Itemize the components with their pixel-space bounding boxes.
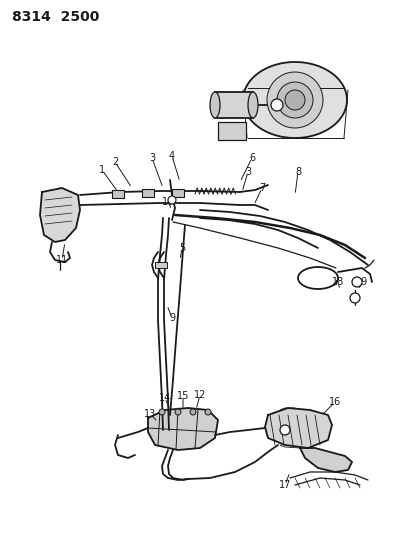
Circle shape	[350, 293, 360, 303]
Text: 12: 12	[194, 390, 206, 400]
Circle shape	[280, 425, 290, 435]
Circle shape	[267, 72, 323, 128]
Text: 5: 5	[179, 243, 185, 253]
Text: 16: 16	[329, 397, 341, 407]
Text: 15: 15	[177, 391, 189, 401]
Bar	[112, 190, 124, 198]
Text: 3: 3	[245, 167, 251, 177]
Text: 6: 6	[249, 153, 255, 163]
Text: 7: 7	[259, 183, 265, 193]
Polygon shape	[40, 188, 80, 242]
Text: 10: 10	[162, 197, 174, 207]
Text: 9: 9	[169, 313, 175, 323]
Polygon shape	[148, 408, 218, 450]
Text: 2: 2	[112, 157, 118, 167]
Circle shape	[175, 409, 181, 415]
Circle shape	[190, 409, 196, 415]
Text: 14: 14	[159, 393, 171, 403]
Bar	[218, 122, 246, 140]
Circle shape	[285, 90, 305, 110]
Text: 8314  2500: 8314 2500	[12, 10, 100, 24]
Text: 4: 4	[169, 151, 175, 161]
Circle shape	[271, 99, 283, 111]
Ellipse shape	[210, 92, 220, 118]
Text: 3: 3	[149, 153, 155, 163]
Text: 8: 8	[295, 167, 301, 177]
Bar	[142, 189, 154, 197]
Bar	[215, 92, 253, 118]
Circle shape	[159, 409, 165, 415]
Ellipse shape	[248, 92, 258, 118]
Circle shape	[277, 82, 313, 118]
Text: 17: 17	[279, 480, 291, 490]
Bar	[172, 189, 184, 197]
Circle shape	[205, 409, 211, 415]
Text: 13: 13	[144, 409, 156, 419]
Circle shape	[352, 277, 362, 287]
Text: 1: 1	[99, 165, 105, 175]
Polygon shape	[300, 448, 352, 472]
Polygon shape	[243, 62, 347, 138]
Text: 19: 19	[356, 277, 368, 287]
Circle shape	[168, 196, 176, 204]
Bar	[155, 262, 167, 268]
Polygon shape	[265, 408, 332, 448]
Text: 11: 11	[56, 255, 68, 265]
Text: 18: 18	[332, 277, 344, 287]
